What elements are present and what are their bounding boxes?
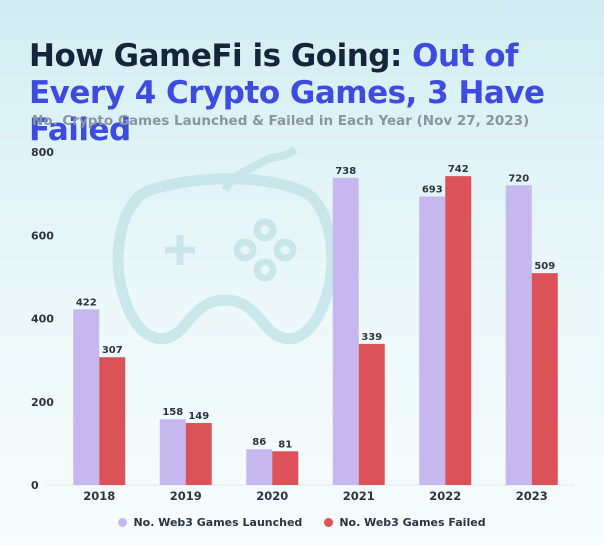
y-tick-label: 0 — [31, 479, 39, 492]
data-label-failed-2018: 307 — [102, 345, 123, 356]
x-tick-label-2023: 2023 — [516, 489, 548, 503]
chart-title: How GameFi is Going: Out of Every 4 Cryp… — [29, 38, 589, 149]
x-tick-label-2019: 2019 — [170, 489, 202, 503]
data-label-failed-2022: 742 — [448, 164, 469, 175]
bar-launched-2020 — [246, 449, 273, 485]
data-label-failed-2019: 149 — [188, 411, 209, 422]
bar-failed-2018 — [99, 357, 126, 485]
bar-launched-2022 — [419, 196, 446, 485]
data-label-launched-2021: 738 — [335, 166, 356, 177]
legend: No. Web3 Games Launched No. Web3 Games F… — [0, 516, 604, 529]
bar-failed-2019 — [185, 422, 212, 485]
data-label-launched-2022: 693 — [422, 185, 443, 196]
y-tick-label: 400 — [31, 313, 54, 326]
bar-failed-2020 — [272, 451, 299, 485]
legend-item-failed: No. Web3 Games Failed — [324, 516, 486, 529]
title-main: How GameFi is Going: — [29, 38, 413, 74]
data-label-launched-2018: 422 — [76, 297, 97, 308]
x-tick-label-2021: 2021 — [343, 489, 375, 503]
x-tick-label-2020: 2020 — [256, 489, 288, 503]
data-label-failed-2021: 339 — [361, 332, 382, 343]
gamepad-watermark-icon — [112, 146, 338, 345]
data-label-failed-2023: 509 — [534, 261, 555, 272]
y-tick-label: 600 — [31, 229, 54, 242]
legend-item-launched: No. Web3 Games Launched — [118, 516, 302, 529]
title-accent: Out of Every 4 Crypto Games, 3 Have Fail… — [29, 38, 545, 148]
legend-label-launched: No. Web3 Games Launched — [133, 516, 303, 529]
bar-launched-2019 — [159, 419, 186, 485]
bar-launched-2023 — [505, 185, 532, 486]
legend-swatch-launched — [118, 518, 128, 527]
data-label-launched-2020: 86 — [252, 437, 266, 448]
bar-launched-2018 — [73, 309, 100, 485]
bar-failed-2021 — [358, 343, 385, 485]
bar-failed-2022 — [445, 176, 472, 485]
data-label-failed-2020: 81 — [278, 439, 292, 450]
data-label-launched-2019: 158 — [162, 407, 183, 418]
x-tick-label-2018: 2018 — [83, 489, 115, 503]
data-label-launched-2023: 720 — [508, 173, 529, 184]
bar-failed-2023 — [531, 273, 558, 485]
chart-subtitle: No. Crypto Games Launched & Failed in Ea… — [32, 113, 530, 129]
y-tick-label: 200 — [31, 396, 54, 409]
y-tick-label: 800 — [31, 146, 54, 159]
x-tick-label-2022: 2022 — [429, 489, 461, 503]
legend-label-failed: No. Web3 Games Failed — [339, 516, 486, 529]
legend-swatch-failed — [324, 518, 334, 527]
bar-launched-2021 — [332, 177, 359, 485]
